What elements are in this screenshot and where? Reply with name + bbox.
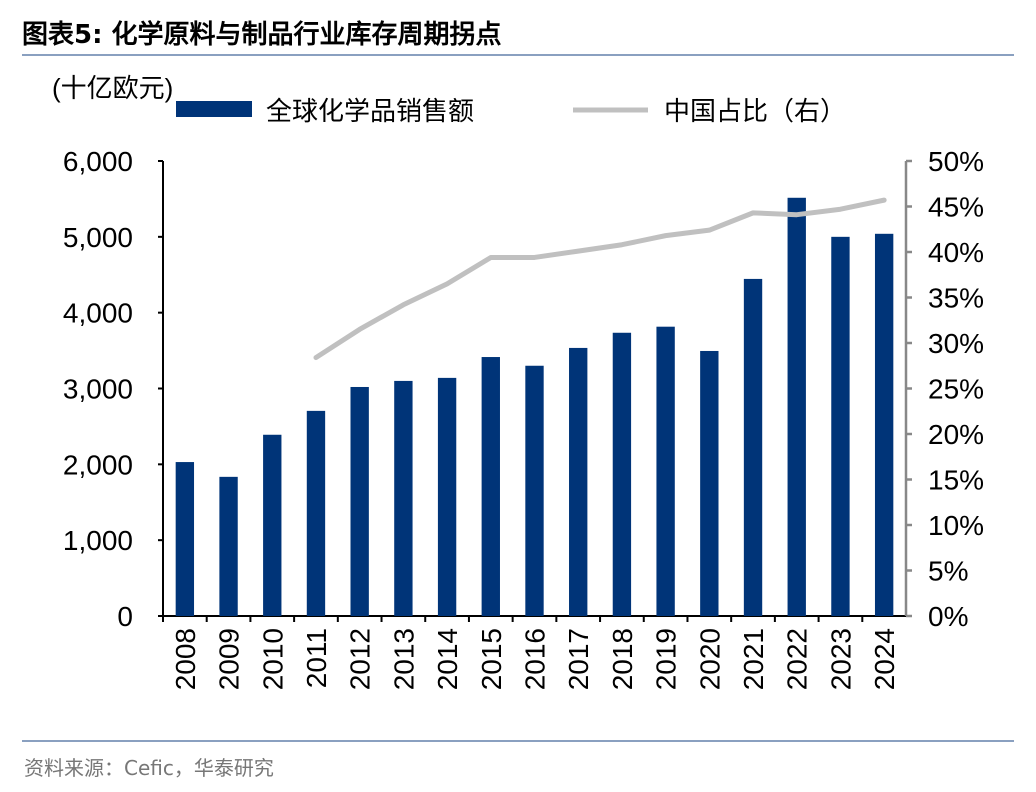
- left-tick-label: 5,000: [63, 222, 133, 253]
- figure-title: 图表5: 化学原料与制品行业库存周期拐点: [22, 20, 502, 50]
- x-tick-label: 2012: [345, 628, 376, 690]
- bar-2010: [263, 434, 282, 616]
- right-tick-label: 40%: [928, 237, 984, 268]
- x-tick-label: 2013: [388, 628, 419, 690]
- x-tick-label: 2017: [563, 628, 594, 690]
- left-tick-label: 4,000: [63, 298, 133, 329]
- right-tick-label: 20%: [928, 419, 984, 450]
- left-tick-label: 6,000: [63, 146, 133, 177]
- right-tick-label: 35%: [928, 283, 984, 314]
- x-tick-label: 2010: [257, 628, 288, 690]
- bar-2014: [437, 377, 457, 616]
- bar-2009: [219, 476, 238, 616]
- source-note: 资料来源：Cefic，华泰研究: [24, 756, 274, 780]
- bar-2020: [700, 350, 719, 616]
- left-tick-label: 1,000: [63, 525, 133, 556]
- bar-2022: [787, 197, 806, 616]
- right-tick-label: 45%: [928, 192, 984, 223]
- bar-2011: [306, 410, 326, 616]
- x-tick-label: 2011: [301, 628, 332, 688]
- legend-bar-label: 全球化学品销售额: [266, 96, 474, 126]
- footer-divider: [22, 740, 1014, 742]
- right-tick-label: 10%: [928, 510, 984, 541]
- bar-2017: [569, 347, 588, 616]
- x-tick-label: 2014: [432, 628, 463, 690]
- legend-line-label: 中国占比（右）: [664, 96, 846, 126]
- x-tick-label: 2020: [694, 628, 725, 690]
- bar-2008: [175, 462, 195, 616]
- bar-2018: [612, 332, 632, 616]
- x-tick-label: 2024: [869, 628, 900, 690]
- x-tick-label: 2021: [738, 628, 769, 690]
- left-axis-unit: (十亿欧元): [52, 73, 173, 103]
- right-tick-label: 0%: [928, 601, 968, 632]
- bar-2021: [743, 278, 763, 616]
- left-tick-label: 2,000: [63, 449, 133, 480]
- x-tick-label: 2008: [170, 628, 201, 690]
- bar-2024: [874, 233, 894, 617]
- bar-2019: [656, 326, 675, 616]
- x-tick-label: 2009: [214, 628, 245, 690]
- bar-2023: [831, 236, 850, 617]
- left-tick-label: 3,000: [63, 374, 133, 405]
- line-china-share: [313, 197, 887, 361]
- bar-2013: [394, 380, 413, 616]
- left-tick-label: 0: [117, 601, 133, 632]
- bar-2016: [525, 365, 544, 616]
- x-tick-label: 2019: [651, 628, 682, 690]
- right-tick-label: 15%: [928, 465, 984, 496]
- legend-bar-swatch: [176, 101, 252, 117]
- bar-2015: [481, 357, 500, 616]
- right-tick-label: 50%: [928, 146, 984, 177]
- bar-2012: [350, 386, 369, 616]
- x-tick-label: 2018: [607, 628, 638, 690]
- x-tick-label: 2023: [825, 628, 856, 690]
- x-tick-label: 2015: [476, 628, 507, 690]
- x-tick-label: 2022: [782, 628, 813, 690]
- x-tick-label: 2016: [520, 628, 551, 690]
- title-divider: [22, 54, 1014, 56]
- right-tick-label: 5%: [928, 556, 968, 587]
- right-tick-label: 25%: [928, 374, 984, 405]
- right-tick-label: 30%: [928, 328, 984, 359]
